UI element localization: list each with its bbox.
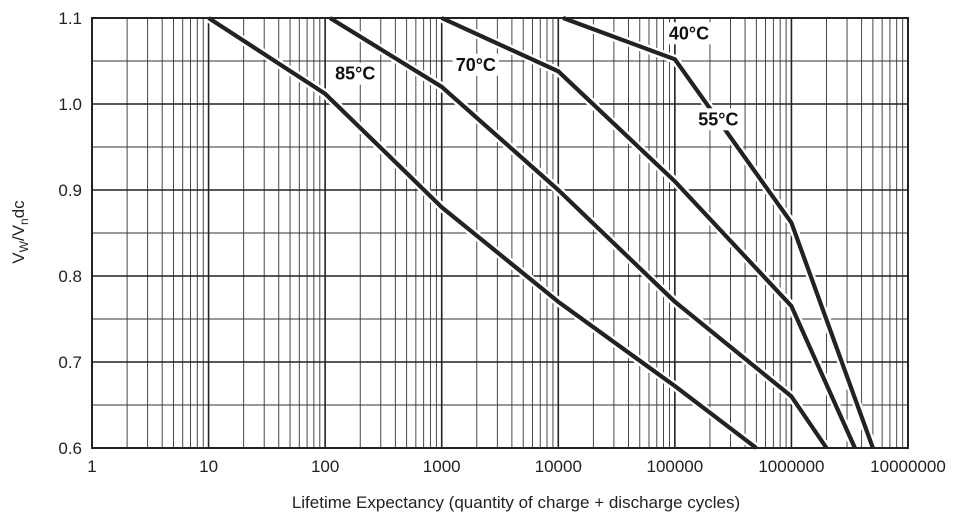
series-line (207, 16, 758, 450)
y-tick-labels: 0.6 0.7 0.8 0.9 1.0 1.1 (58, 9, 82, 458)
minor-gridlines (92, 18, 908, 448)
y-axis-label-sub-w: W (17, 240, 31, 252)
y-axis-label: VW/Vndc (9, 200, 31, 264)
x-tick-label: 1000000 (758, 457, 824, 476)
series-line (328, 16, 829, 450)
series-label-background (452, 53, 499, 76)
y-tick-label: 1.1 (58, 9, 82, 28)
series-lines (206, 13, 878, 452)
y-tick-label: 0.9 (58, 181, 82, 200)
plot-frame (91, 17, 909, 449)
y-axis-label-end: dc (9, 200, 28, 218)
y-tick-label: 0.7 (58, 353, 82, 372)
series-line (440, 16, 857, 449)
x-axis-label: Lifetime Expectancy (quantity of charge … (292, 493, 740, 512)
y-axis-label-sub-n: n (17, 218, 31, 225)
x-tick-label: 100000 (646, 457, 703, 476)
x-tick-label: 100 (311, 457, 339, 476)
series-label: 55°C (698, 109, 738, 129)
series-labels: 85°C 70°C 55°C 40°C (332, 22, 742, 131)
y-axis-label-mid: /V (9, 224, 28, 241)
series-label-background (665, 22, 713, 45)
x-tick-label: 1 (87, 457, 96, 476)
y-axis-label-main: V (9, 252, 28, 264)
x-tick-label: 10000000 (870, 457, 946, 476)
x-tick-label: 10 (199, 457, 218, 476)
series-label-background (332, 62, 379, 85)
series-line (562, 16, 875, 449)
series-label-background (695, 108, 742, 131)
series-label: 40°C (669, 23, 709, 43)
y-tick-label: 0.6 (58, 439, 82, 458)
series-label: 70°C (456, 55, 496, 75)
x-tick-label: 10000 (535, 457, 582, 476)
x-tick-label: 1000 (423, 457, 461, 476)
series-label: 85°C (335, 64, 375, 84)
y-tick-label: 0.8 (58, 267, 82, 286)
x-tick-labels: 1 10 100 1000 10000 100000 1000000 10000000 (87, 457, 946, 476)
y-tick-label: 1.0 (58, 95, 82, 114)
